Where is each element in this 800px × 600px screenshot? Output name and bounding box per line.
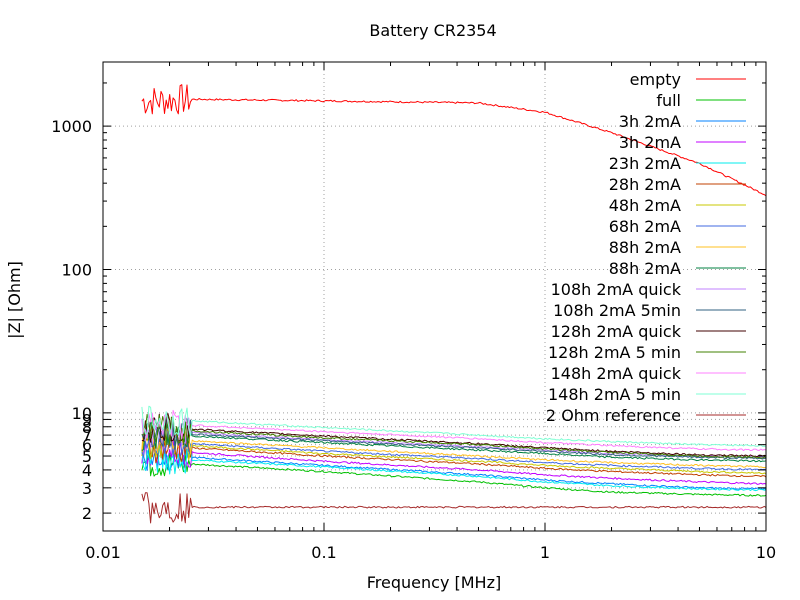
series-line <box>141 441 767 490</box>
series-line <box>141 448 767 497</box>
legend-entry-label: 148h 2mA 5 min <box>548 385 681 404</box>
legend-entry-label: 3h 2mA <box>619 133 681 152</box>
series-line <box>141 430 767 475</box>
y-tick-label: 2 <box>82 504 92 523</box>
x-tick-label: 0.1 <box>311 543 336 562</box>
x-tick-label: 10 <box>756 543 776 562</box>
series-line <box>141 433 767 478</box>
legend-entry-label: full <box>656 91 681 110</box>
series-line <box>141 413 767 459</box>
y-tick-label: 9 <box>82 410 92 429</box>
series-line <box>141 438 767 485</box>
legend-entry-label: 108h 2mA 5min <box>553 301 681 320</box>
legend-entry-label: 68h 2mA <box>609 217 681 236</box>
y-axis-label: |Z| [Ohm] <box>5 261 24 339</box>
series-line <box>141 492 767 524</box>
legend-entry-label: 3h 2mA <box>619 112 681 131</box>
series-line <box>141 409 767 452</box>
y-tick-label: 1000 <box>51 117 92 136</box>
series-line <box>141 421 767 463</box>
y-tick-label: 10 <box>72 404 92 423</box>
x-tick-label: 0.01 <box>85 543 121 562</box>
legend-entry-label: 2 Ohm reference <box>546 406 681 425</box>
legend-entry-label: 148h 2mA quick <box>551 364 682 383</box>
plot-frame <box>102 61 767 532</box>
legend-entry-label: 128h 2mA 5 min <box>548 343 681 362</box>
series-line <box>141 405 767 447</box>
legend-entry-label: 108h 2mA quick <box>551 280 682 299</box>
x-axis-ticks: 0.01 0.1 1 10 <box>85 62 776 562</box>
legend-entry-label: 48h 2mA <box>609 196 681 215</box>
y-tick-label: 7 <box>82 426 92 445</box>
plot-series <box>141 84 767 524</box>
legend-entry-label: empty <box>630 70 681 89</box>
y-tick-label: 3 <box>82 479 92 498</box>
series-line <box>141 423 767 469</box>
legend: empty full 3h 2mA 3h 2mA 23h 2mA 28h 2mA 48h 2… <box>546 70 746 425</box>
y-tick-label: 4 <box>82 461 92 480</box>
series-line <box>141 417 767 460</box>
y-tick-label: 6 <box>82 436 92 455</box>
legend-entry-label: 88h 2mA <box>609 259 681 278</box>
legend-entry-label: 28h 2mA <box>609 175 681 194</box>
legend-entry-label: 88h 2mA <box>609 238 681 257</box>
legend-entry-label: 128h 2mA quick <box>551 322 682 341</box>
series-line <box>141 84 767 197</box>
chart-title: Battery CR2354 <box>369 21 496 40</box>
series-line <box>141 443 767 492</box>
legend-entry-label: 23h 2mA <box>609 154 681 173</box>
series-line <box>141 431 767 471</box>
x-axis-label: Frequency [MHz] <box>367 573 501 592</box>
x-tick-label: 1 <box>540 543 550 562</box>
y-tick-label: 100 <box>61 260 92 279</box>
y-tick-label: 5 <box>82 447 92 466</box>
y-tick-label: 8 <box>82 418 92 437</box>
